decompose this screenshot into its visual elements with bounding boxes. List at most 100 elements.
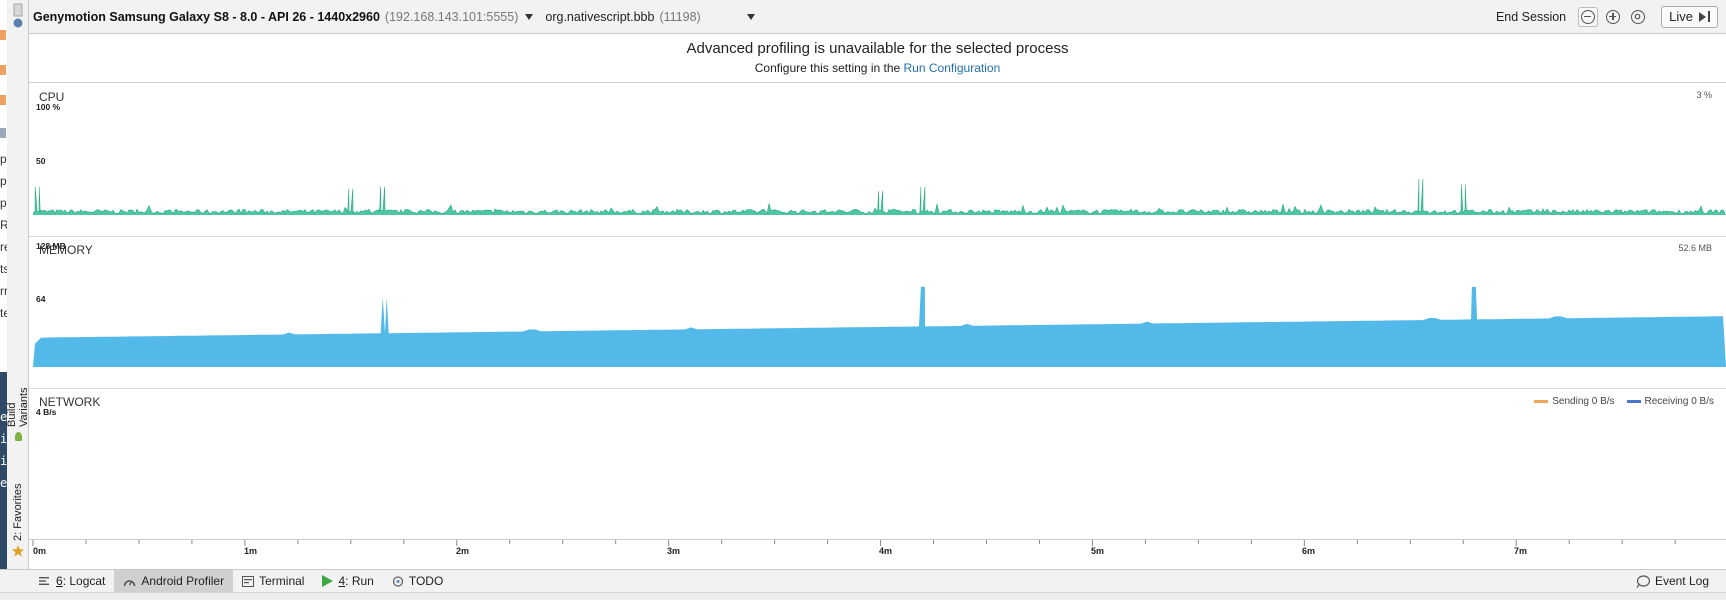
pause-bar-icon (1708, 11, 1710, 22)
todo-tab[interactable]: TODO (383, 570, 452, 593)
network-legend: Sending 0 B/s Receiving 0 B/s (1534, 396, 1714, 407)
time-label-7m: 7m (1514, 546, 1528, 556)
logcat-shortcut: 6 (56, 574, 63, 588)
process-dropdown[interactable]: org.nativescript.bbb (11198) (545, 9, 756, 24)
chevron-down-icon (747, 13, 756, 20)
reset-zoom-icon (1631, 9, 1646, 24)
favorites-tab[interactable]: 2: Favorites (9, 480, 27, 560)
receiving-swatch (1626, 400, 1641, 403)
editor-text-fragment: p (0, 152, 7, 166)
cpu-monitor[interactable]: CPU 3 % 100 % 50 (29, 84, 1726, 237)
receiving-legend: Receiving 0 B/s (1626, 396, 1714, 407)
time-axis[interactable]: 0m 1m 2m 3m 4m 5m 6m 7m (29, 539, 1726, 567)
memory-y-mid-label: 64 (36, 294, 46, 304)
memory-current-value: 52.6 MB (1678, 243, 1712, 253)
editor-text-fragment: re (0, 240, 7, 254)
editor-text-fragment: rr (0, 284, 7, 298)
sending-swatch (1534, 400, 1549, 403)
logcat-tab[interactable]: 6: Logcat (30, 570, 114, 593)
process-pid: (11198) (659, 9, 701, 24)
cpu-y-max-label: 100 % (36, 102, 61, 112)
device-name: Genymotion Samsung Galaxy S8 - 8.0 - API… (33, 9, 380, 24)
network-y-max-label: 4 B/s (36, 407, 57, 417)
terminal-label: Terminal (259, 574, 305, 588)
speech-bubble-icon (1636, 574, 1650, 588)
time-label-6m: 6m (1302, 546, 1316, 556)
profiler-gauge-icon (124, 579, 136, 586)
cpu-title: CPU (39, 90, 65, 104)
console-edge: e i i e (0, 372, 7, 586)
build-variants-tab[interactable]: Build Variants (6, 370, 30, 442)
process-name: org.nativescript.bbb (545, 9, 655, 24)
editor-marker (0, 95, 6, 105)
play-icon (1699, 11, 1706, 22)
profiler-toolbar: Genymotion Samsung Galaxy S8 - 8.0 - API… (29, 0, 1726, 34)
memory-monitor[interactable]: MEMORY 52.6 MB 128 MB 64 (29, 237, 1726, 389)
todo-icon (392, 575, 403, 587)
run-tab[interactable]: 4: Run (313, 570, 382, 593)
cpu-chart (32, 178, 1726, 215)
android-profiler-tab[interactable]: Android Profiler (114, 569, 234, 593)
terminal-icon (242, 575, 255, 587)
live-button[interactable]: Live (1661, 5, 1718, 28)
run-label-text: : Run (345, 574, 374, 588)
network-monitor[interactable]: NETWORK 4 B/s Sending 0 B/s Receiving 0 … (29, 389, 1726, 539)
editor-text-fragment: te (0, 306, 7, 320)
sending-legend: Sending 0 B/s (1534, 396, 1615, 407)
editor-text-fragment: p (0, 196, 7, 210)
editor-marker (0, 128, 6, 138)
device-ip: (192.168.143.101:5555) (384, 9, 519, 24)
run-configuration-link[interactable]: Run Configuration (903, 61, 1001, 75)
time-label-0m: 0m (33, 546, 47, 556)
advanced-profiling-banner: Advanced profiling is unavailable for th… (29, 35, 1726, 83)
banner-title: Advanced profiling is unavailable for th… (686, 40, 1069, 57)
zoom-in-button[interactable] (1603, 7, 1623, 27)
sending-label: Sending 0 B/s (1552, 396, 1615, 407)
time-label-4m: 4m (879, 546, 893, 556)
terminal-tab[interactable]: Terminal (233, 570, 313, 593)
zoom-out-icon (1581, 9, 1596, 24)
banner-subtitle-text: Configure this setting in the (754, 61, 901, 75)
side-tool-bar: Build Variants 2: Favorites (6, 0, 30, 572)
captures-icon[interactable] (11, 2, 25, 30)
editor-text-fragment: R (0, 218, 7, 232)
cpu-current-value: 3 % (1696, 90, 1712, 100)
end-session-button[interactable]: End Session (1495, 9, 1567, 24)
editor-text-fragment: p (0, 174, 7, 188)
editor-marker (0, 65, 6, 75)
todo-label: TODO (408, 574, 444, 588)
time-label-3m: 3m (667, 546, 681, 556)
logcat-label: 6: Logcat (56, 574, 105, 588)
device-dropdown[interactable]: Genymotion Samsung Galaxy S8 - 8.0 - API… (33, 9, 534, 24)
zoom-in-icon (1606, 9, 1621, 24)
android-icon (12, 431, 24, 442)
editor-edge: p p p R re ts rr te (0, 0, 7, 600)
cpu-y-mid-label: 50 (36, 156, 46, 166)
zoom-out-button[interactable] (1578, 6, 1599, 27)
android-profiler-label: Android Profiler (141, 574, 225, 588)
chevron-down-icon (525, 13, 534, 20)
console-text-fragment: e (0, 476, 8, 490)
receiving-label: Receiving 0 B/s (1644, 396, 1714, 407)
memory-chart (33, 286, 1726, 367)
logcat-label-text: : Logcat (62, 574, 106, 588)
console-text-fragment: i (0, 454, 8, 468)
network-title: NETWORK (39, 395, 101, 409)
event-log-tab[interactable]: Event Log (1627, 570, 1718, 593)
live-label: Live (1669, 9, 1693, 24)
reset-zoom-button[interactable] (1628, 7, 1648, 27)
memory-y-max-label: 128 MB (36, 241, 66, 251)
run-shortcut: 4 (338, 574, 346, 588)
logcat-icon (39, 577, 49, 585)
tool-window-bar: 6: Logcat Android Profiler Terminal 4: R… (0, 569, 1726, 593)
time-label-5m: 5m (1091, 546, 1105, 556)
editor-text-fragment: ts (0, 262, 7, 276)
run-label: 4: Run (338, 574, 373, 588)
memory-title: MEMORY (39, 243, 93, 257)
time-label-2m: 2m (456, 546, 470, 556)
star-icon (12, 544, 24, 557)
cpu-usage-line (32, 178, 1726, 215)
favorites-label: 2: Favorites (12, 483, 24, 541)
time-label-1m: 1m (244, 546, 258, 556)
event-log-label: Event Log (1654, 574, 1709, 588)
